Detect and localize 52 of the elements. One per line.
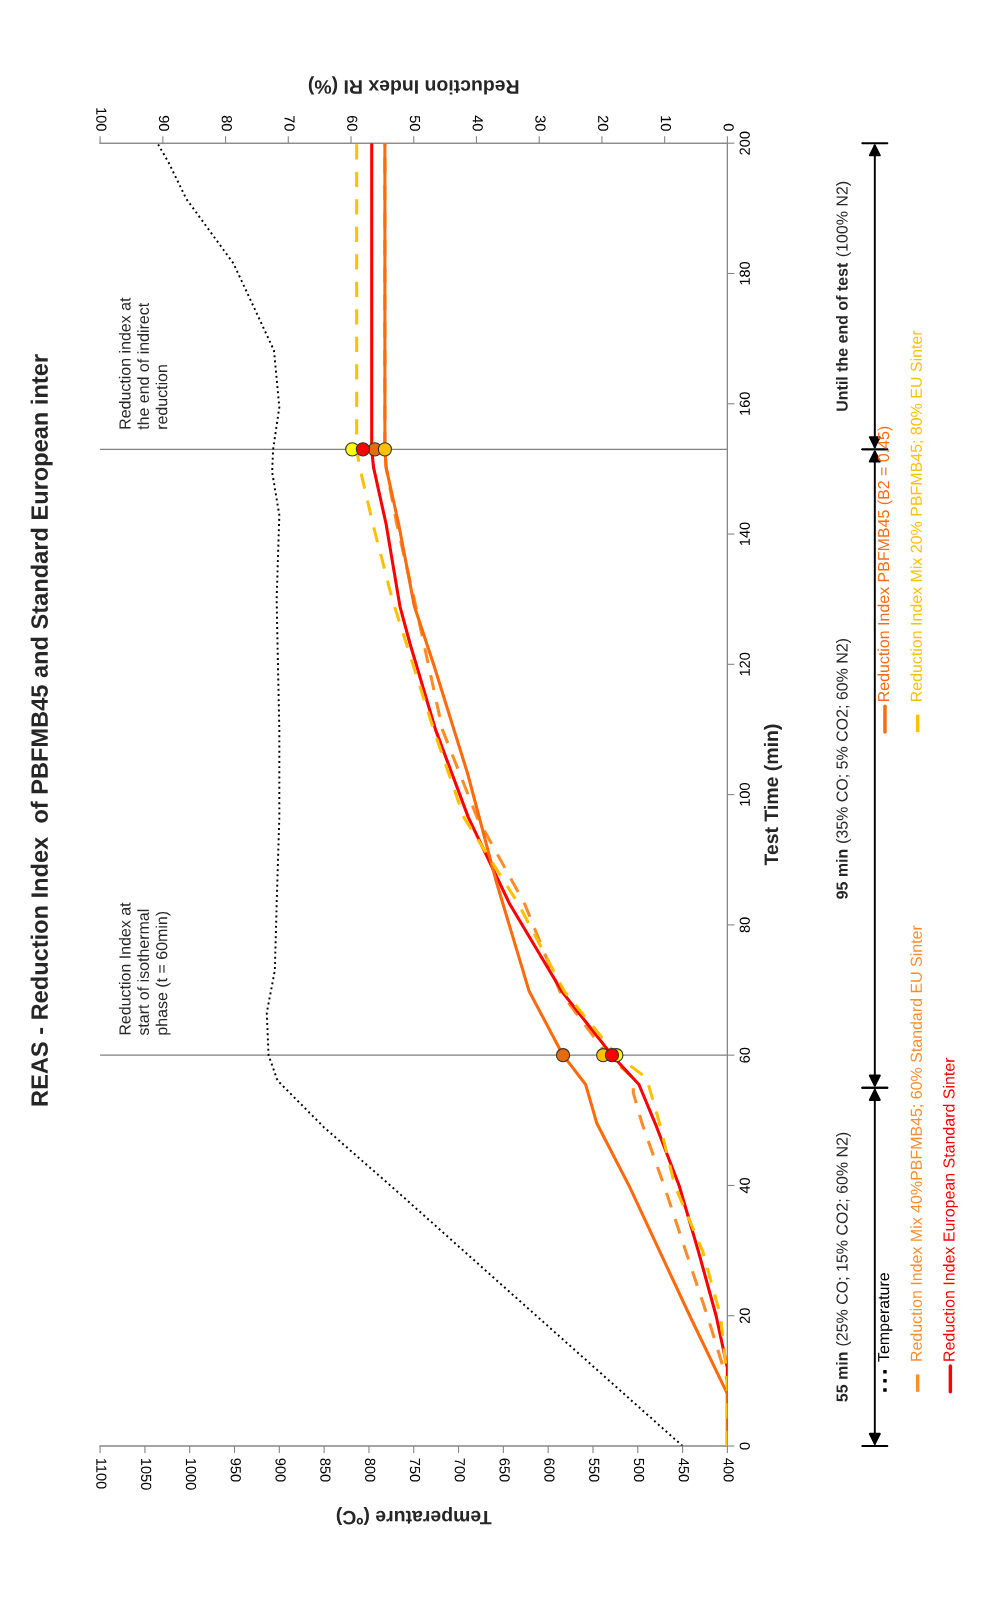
- text: 55 min (25% CO; 15% CO2; 60% N2): [836, 1132, 851, 1402]
- y-tick-label: 80: [739, 917, 750, 933]
- x2-tick-label: 80: [221, 115, 232, 131]
- x2-tick-label: 40: [472, 115, 483, 131]
- line-series: [156, 143, 684, 1447]
- x-tick-label: 1000: [185, 1458, 197, 1490]
- text: 95 min (35% CO; 5% CO2; 60% N2): [836, 638, 851, 899]
- x-tick-label: 650: [499, 1458, 510, 1482]
- x-tick-label: 1050: [140, 1458, 152, 1490]
- x-tick-label: 850: [320, 1458, 331, 1482]
- x-tick-label: 900: [275, 1458, 286, 1482]
- x2-tick-label: 30: [535, 115, 546, 131]
- x-tick-label: 800: [365, 1458, 376, 1482]
- y-tick-label: 40: [739, 1177, 750, 1194]
- ref-line-label: Reduction index at the end of indirect reduction: [118, 297, 168, 430]
- y-tick-label: 140: [739, 522, 750, 546]
- x2-tick-label: 20: [598, 115, 609, 131]
- y-tick-label: 200: [739, 131, 750, 155]
- text: REAS - Reduction Index of PBFMB45 and Standard European inter: [30, 354, 53, 1106]
- x-tick-label: 550: [589, 1458, 600, 1482]
- x-tick-label: 400: [723, 1458, 734, 1482]
- ref-line-label: Reduction Index at start of isothermal phase (t = 60min): [118, 902, 171, 1036]
- x-tick-label: 500: [633, 1458, 645, 1482]
- y-tick-label: 160: [739, 392, 750, 415]
- text: Reduction Index Mix 20% PBFMB45; 80% EU Sinter: [910, 330, 924, 702]
- x2-tick-label: 100: [96, 108, 107, 131]
- x2-axis-title: Reduction Index RI (%): [308, 76, 519, 95]
- x-tick-label: 700: [454, 1458, 465, 1482]
- x2-tick-label: 10: [660, 116, 672, 131]
- x2-tick-label: 50: [409, 115, 421, 131]
- x2-tick-label: 60: [347, 115, 358, 131]
- x-tick-label: 600: [544, 1458, 555, 1482]
- x-tick-label: 450: [678, 1458, 689, 1482]
- text: Until the end of test (100% N2): [836, 181, 851, 411]
- x-axis-title: Temperature (ºC): [336, 1506, 492, 1526]
- y-axis-title: Test Time (min): [763, 724, 783, 866]
- y-tick-label: 120: [739, 652, 750, 676]
- y-tick-label: 0: [739, 1442, 750, 1450]
- y-tick-label: 180: [739, 261, 750, 285]
- text: Temperature: [878, 1273, 893, 1362]
- y-tick-label: 20: [739, 1308, 750, 1324]
- x2-tick-label: 90: [158, 115, 170, 131]
- y-tick-label: 60: [739, 1047, 750, 1063]
- x-tick-label: 1100: [96, 1458, 107, 1489]
- text: Reduction Index European Standard Sinter: [942, 1057, 958, 1361]
- x-tick-label: 750: [409, 1458, 421, 1482]
- text: Reduction Index PBFMB45 (B2 = 0.45): [877, 426, 893, 702]
- text: Reduction Index Mix 40%PBFMB45; 60% Standard EU Sinter: [910, 925, 924, 1361]
- x2-tick-label: 0: [723, 123, 734, 131]
- y-tick-label: 100: [739, 783, 750, 806]
- x-tick-label: 950: [230, 1458, 241, 1482]
- x2-tick-label: 70: [284, 115, 295, 131]
